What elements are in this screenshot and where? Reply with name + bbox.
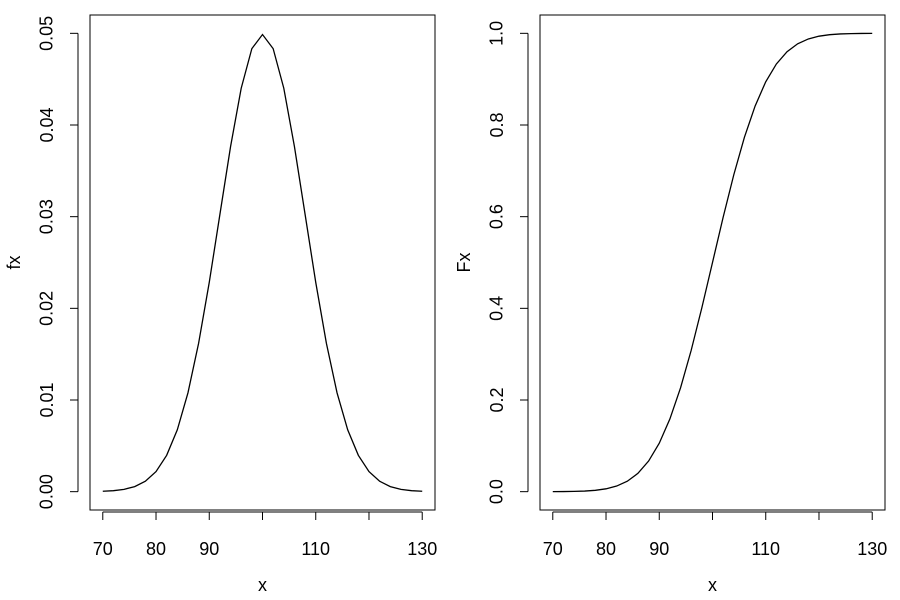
y-tick-label: 0.03 bbox=[37, 199, 57, 234]
y-tick-label: 0.01 bbox=[37, 382, 57, 417]
x-axis-label: x bbox=[708, 575, 717, 595]
y-axis-label: Fx bbox=[454, 253, 474, 273]
x-tick-label: 90 bbox=[199, 539, 219, 559]
y-tick-label: 0.04 bbox=[37, 107, 57, 142]
x-tick-label: 110 bbox=[751, 539, 780, 559]
x-tick-label: 90 bbox=[649, 539, 669, 559]
y-tick-label: 0.02 bbox=[37, 291, 57, 326]
y-tick-label: 0.05 bbox=[37, 16, 57, 51]
plot-frame bbox=[539, 14, 886, 511]
y-tick-label: 1.0 bbox=[487, 21, 507, 46]
plot-frame bbox=[89, 14, 436, 511]
line-series bbox=[102, 33, 423, 492]
y-tick-label: 0.00 bbox=[37, 474, 57, 509]
x-tick-label: 130 bbox=[407, 539, 437, 559]
y-tick-label: 0.0 bbox=[487, 479, 507, 504]
y-tick-label: 0.4 bbox=[487, 296, 507, 321]
x-tick-label: 110 bbox=[301, 539, 330, 559]
x-tick-label: 80 bbox=[596, 539, 616, 559]
y-axis-label: fx bbox=[4, 255, 24, 269]
x-axis-label: x bbox=[258, 575, 267, 595]
x-tick-label: 130 bbox=[857, 539, 887, 559]
x-tick-label: 80 bbox=[146, 539, 166, 559]
y-tick-label: 0.2 bbox=[487, 387, 507, 412]
y-tick-label: 0.8 bbox=[487, 112, 507, 137]
x-tick-label: 70 bbox=[543, 539, 563, 559]
line-series bbox=[552, 32, 873, 493]
x-tick-label: 70 bbox=[93, 539, 113, 559]
y-tick-label: 0.6 bbox=[487, 204, 507, 229]
